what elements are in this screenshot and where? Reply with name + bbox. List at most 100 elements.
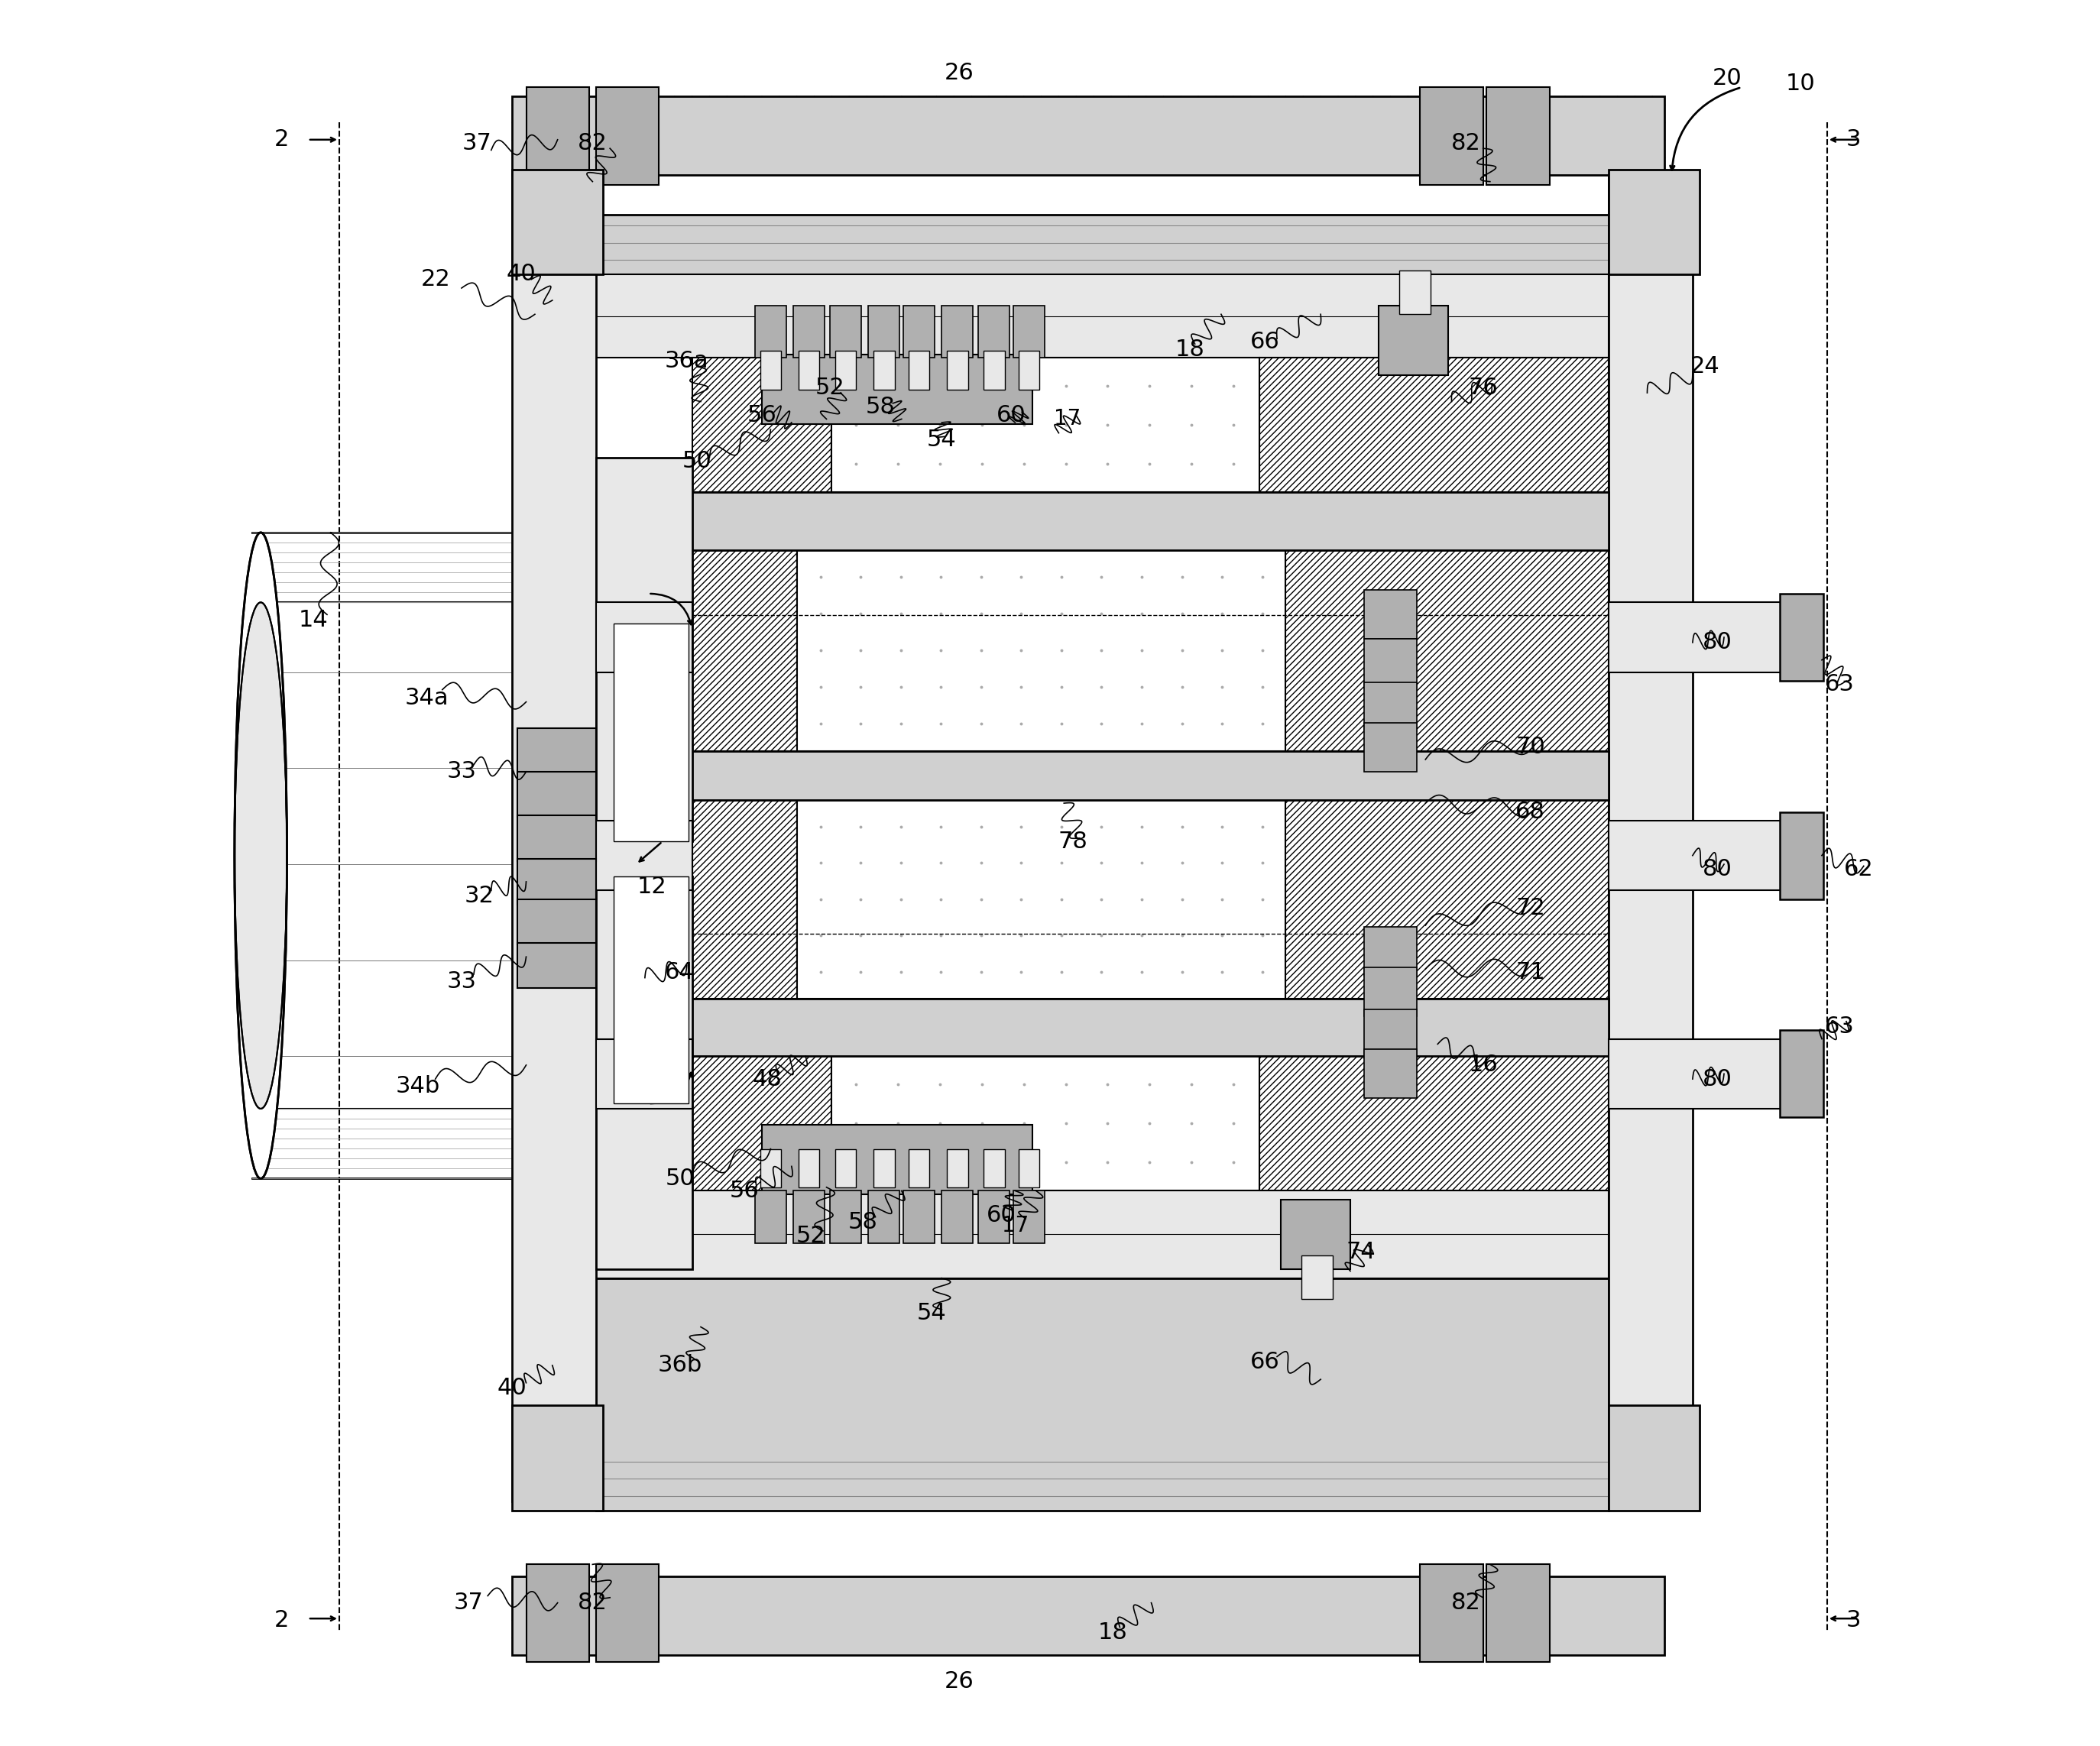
Text: 63: 63	[1825, 1016, 1854, 1037]
Bar	[983, 1149, 1004, 1187]
Text: 33: 33	[447, 761, 477, 782]
Bar	[1260, 358, 1609, 492]
Text: 76: 76	[1468, 377, 1497, 398]
Bar	[1365, 1009, 1418, 1058]
Bar	[1487, 1564, 1550, 1662]
Text: 82: 82	[1451, 1592, 1480, 1613]
Bar	[596, 492, 1609, 550]
Text: 68: 68	[1516, 801, 1546, 822]
Text: 82: 82	[578, 133, 607, 154]
Bar	[1281, 1200, 1350, 1269]
Text: 62: 62	[1844, 859, 1873, 880]
Bar	[836, 1149, 857, 1187]
Bar	[596, 87, 659, 185]
Bar	[517, 899, 596, 945]
Text: 82: 82	[578, 1592, 607, 1613]
Text: 18: 18	[1174, 339, 1205, 360]
Text: 56: 56	[748, 405, 777, 426]
Bar	[512, 1406, 603, 1510]
Bar	[512, 96, 1665, 175]
Text: 78: 78	[1058, 831, 1088, 852]
Bar	[1420, 87, 1483, 185]
Bar	[596, 1039, 693, 1109]
Bar	[909, 1149, 930, 1187]
Bar	[869, 1191, 899, 1243]
Text: 14: 14	[298, 609, 328, 630]
Text: 18: 18	[1098, 1622, 1128, 1643]
Bar	[941, 306, 972, 358]
Bar	[1365, 927, 1418, 976]
Bar	[836, 351, 857, 389]
Bar	[1609, 821, 1791, 890]
Text: 12: 12	[636, 876, 666, 897]
Bar	[754, 1191, 785, 1243]
Bar	[798, 351, 819, 389]
Text: 36a: 36a	[666, 351, 710, 372]
Text: 71: 71	[1516, 962, 1546, 983]
Text: 40: 40	[498, 1378, 527, 1399]
Bar	[798, 1149, 819, 1187]
Bar	[796, 550, 1285, 751]
Text: 56: 56	[729, 1180, 760, 1201]
Bar	[512, 169, 603, 274]
Bar	[596, 1278, 1609, 1510]
Text: 3: 3	[1846, 1610, 1861, 1631]
Bar	[1399, 271, 1430, 314]
Bar	[830, 306, 861, 358]
Text: 16: 16	[1468, 1055, 1497, 1076]
Bar	[1378, 306, 1449, 375]
Bar	[832, 358, 1260, 492]
Bar	[754, 306, 785, 358]
Bar	[1365, 967, 1418, 1016]
Text: 58: 58	[865, 396, 895, 417]
Text: 66: 66	[1250, 332, 1279, 353]
Bar	[1487, 87, 1550, 185]
Text: 52: 52	[796, 1226, 825, 1247]
Text: 70: 70	[1516, 737, 1546, 758]
Bar	[941, 1191, 972, 1243]
Ellipse shape	[235, 533, 288, 1179]
Text: 40: 40	[506, 264, 536, 285]
Bar	[947, 1149, 968, 1187]
Bar	[596, 842, 693, 876]
Text: 37: 37	[454, 1592, 483, 1613]
Bar	[947, 351, 968, 389]
Bar	[1781, 812, 1823, 899]
Text: 48: 48	[752, 1069, 781, 1090]
Bar	[1018, 1149, 1040, 1187]
Bar	[869, 306, 899, 358]
Bar	[979, 1191, 1010, 1243]
Bar	[693, 550, 796, 751]
Bar	[762, 1124, 1033, 1194]
Bar	[517, 859, 596, 904]
Text: 26: 26	[945, 63, 974, 84]
Text: 20: 20	[1714, 68, 1743, 89]
Bar	[596, 602, 693, 672]
Bar	[794, 306, 825, 358]
Bar	[596, 876, 693, 1269]
Bar	[517, 772, 596, 817]
Bar	[693, 358, 832, 492]
Text: 2: 2	[275, 129, 290, 150]
Bar	[1781, 1030, 1823, 1117]
Bar	[1302, 1255, 1334, 1299]
Bar	[762, 354, 1033, 424]
Bar	[517, 815, 596, 861]
Text: 72: 72	[1516, 897, 1546, 918]
Bar	[832, 1056, 1260, 1191]
Bar	[527, 87, 588, 185]
Bar	[830, 1191, 861, 1243]
Text: 36b: 36b	[657, 1355, 701, 1376]
Text: 34b: 34b	[395, 1076, 441, 1096]
Bar	[1285, 800, 1609, 999]
Bar	[1365, 590, 1418, 639]
Bar	[693, 800, 796, 999]
Bar	[1014, 1191, 1046, 1243]
Text: 32: 32	[464, 885, 494, 906]
Bar	[1609, 1039, 1791, 1109]
Text: 54: 54	[916, 1303, 947, 1323]
Bar	[613, 876, 689, 1103]
Bar	[1365, 723, 1418, 772]
Text: 63: 63	[1825, 674, 1854, 695]
Text: 80: 80	[1703, 1069, 1732, 1090]
